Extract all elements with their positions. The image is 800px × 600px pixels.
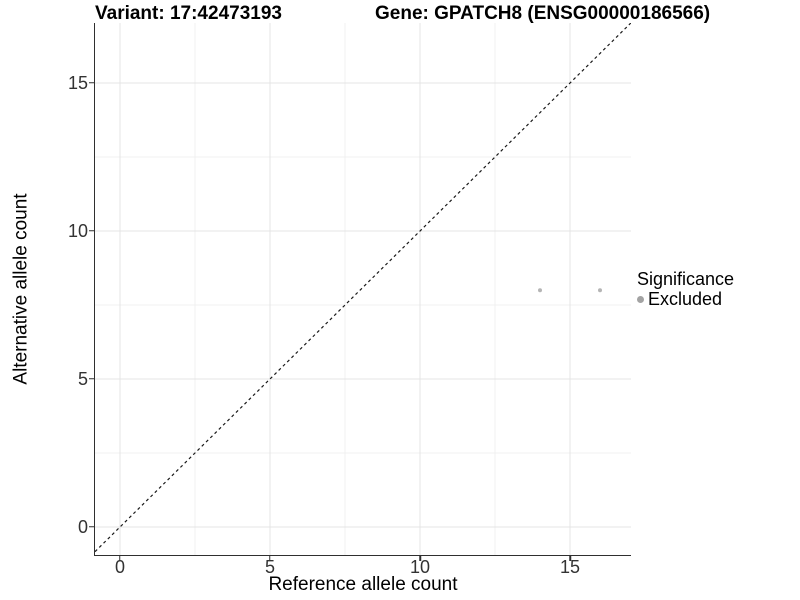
- y-tick-mark: [89, 230, 94, 232]
- y-tick-label: 10: [67, 220, 88, 241]
- plot-area: [94, 23, 631, 555]
- y-tick-mark: [89, 378, 94, 380]
- x-tick-mark: [119, 556, 121, 561]
- x-tick-label: 5: [264, 557, 275, 577]
- variant-title: Variant: 17:42473193: [95, 3, 282, 24]
- x-tick-label: 10: [409, 557, 431, 577]
- x-tick-mark: [419, 556, 421, 561]
- legend: Significance Excluded: [637, 270, 734, 309]
- y-tick-label: 0: [77, 516, 88, 537]
- plot-panel: [93, 23, 631, 556]
- legend-title: Significance: [637, 269, 735, 289]
- x-tick-mark: [569, 556, 571, 561]
- legend-item-label: Excluded: [648, 289, 723, 309]
- data-point: [537, 288, 542, 293]
- x-tick-label: 15: [559, 557, 581, 577]
- data-point: [597, 288, 602, 293]
- gene-title: Gene: GPATCH8 (ENSG00000186566): [375, 3, 711, 24]
- legend-item-excluded: Excluded: [637, 290, 734, 309]
- x-axis-title: Reference allele count: [268, 574, 458, 595]
- y-tick-mark: [89, 82, 94, 84]
- y-axis-title: Alternative allele count: [10, 193, 32, 385]
- y-tick-mark: [89, 526, 94, 528]
- y-tick-label: 15: [67, 72, 88, 93]
- x-tick-label: 0: [114, 557, 125, 577]
- x-tick-mark: [269, 556, 271, 561]
- identity-line: [94, 23, 631, 553]
- y-tick-label: 5: [77, 368, 88, 389]
- excluded-point-icon: [637, 296, 644, 303]
